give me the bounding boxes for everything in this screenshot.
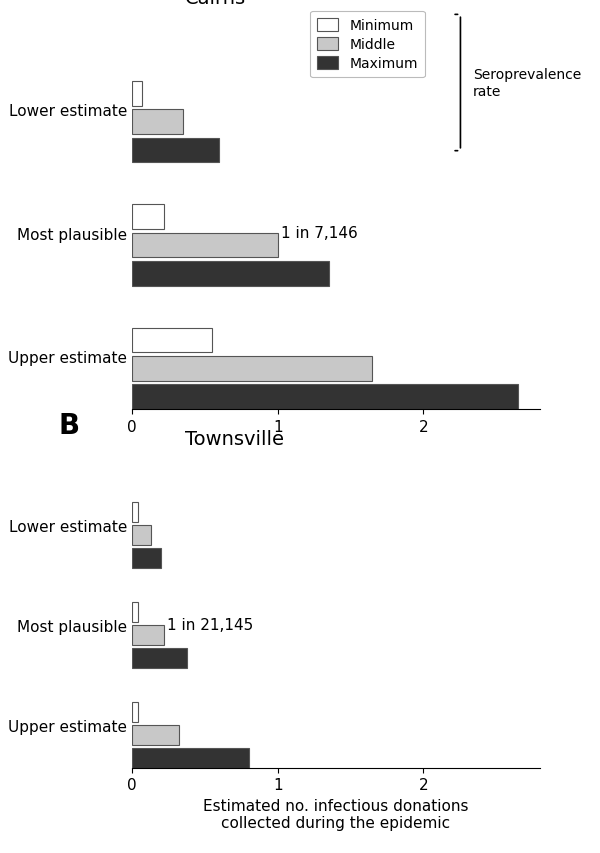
Bar xyxy=(132,110,183,135)
Bar xyxy=(132,725,179,745)
Bar xyxy=(132,234,278,258)
Bar xyxy=(132,385,518,409)
Bar xyxy=(132,138,220,163)
Bar xyxy=(132,502,138,523)
Text: Cairns: Cairns xyxy=(185,0,246,9)
Bar xyxy=(132,82,142,107)
Text: 1 in 7,146: 1 in 7,146 xyxy=(281,226,358,241)
Text: Seroprevalence
rate: Seroprevalence rate xyxy=(473,68,581,98)
Legend: Minimum, Middle, Maximum: Minimum, Middle, Maximum xyxy=(310,12,425,78)
Bar xyxy=(132,702,138,722)
Bar xyxy=(132,357,373,381)
Bar xyxy=(132,205,164,229)
Bar xyxy=(132,625,164,645)
Bar xyxy=(132,602,138,622)
Bar xyxy=(132,328,212,353)
Bar xyxy=(132,548,161,568)
Bar xyxy=(132,648,187,668)
Text: Townsville: Townsville xyxy=(185,430,284,449)
X-axis label: Estimated no. infectious donations
collected during the epidemic: Estimated no. infectious donations colle… xyxy=(203,798,469,830)
Text: 1 in 21,145: 1 in 21,145 xyxy=(167,618,253,633)
Text: B: B xyxy=(59,412,80,440)
Bar xyxy=(132,525,151,545)
Bar xyxy=(132,262,329,287)
Bar xyxy=(132,748,248,768)
